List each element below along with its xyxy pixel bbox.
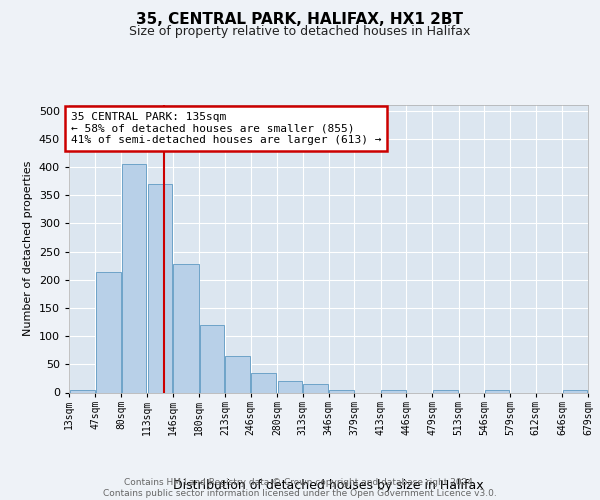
Bar xyxy=(96,272,121,392)
Bar xyxy=(251,373,277,392)
Bar xyxy=(304,384,328,392)
Bar xyxy=(70,390,95,392)
Bar xyxy=(278,381,302,392)
Bar xyxy=(563,390,587,392)
Bar xyxy=(381,390,406,392)
Text: Contains HM Land Registry data © Crown copyright and database right 2024.
Contai: Contains HM Land Registry data © Crown c… xyxy=(103,478,497,498)
Text: 35 CENTRAL PARK: 135sqm
← 58% of detached houses are smaller (855)
41% of semi-d: 35 CENTRAL PARK: 135sqm ← 58% of detache… xyxy=(71,112,381,145)
Bar xyxy=(173,264,199,392)
Bar xyxy=(485,390,509,392)
Bar xyxy=(329,390,353,392)
Bar xyxy=(122,164,146,392)
Text: 35, CENTRAL PARK, HALIFAX, HX1 2BT: 35, CENTRAL PARK, HALIFAX, HX1 2BT xyxy=(137,12,464,28)
Y-axis label: Number of detached properties: Number of detached properties xyxy=(23,161,33,336)
Bar xyxy=(148,184,172,392)
Bar xyxy=(433,390,458,392)
Text: Size of property relative to detached houses in Halifax: Size of property relative to detached ho… xyxy=(130,25,470,38)
Bar xyxy=(226,356,250,393)
X-axis label: Distribution of detached houses by size in Halifax: Distribution of detached houses by size … xyxy=(173,479,484,492)
Bar xyxy=(200,325,224,392)
